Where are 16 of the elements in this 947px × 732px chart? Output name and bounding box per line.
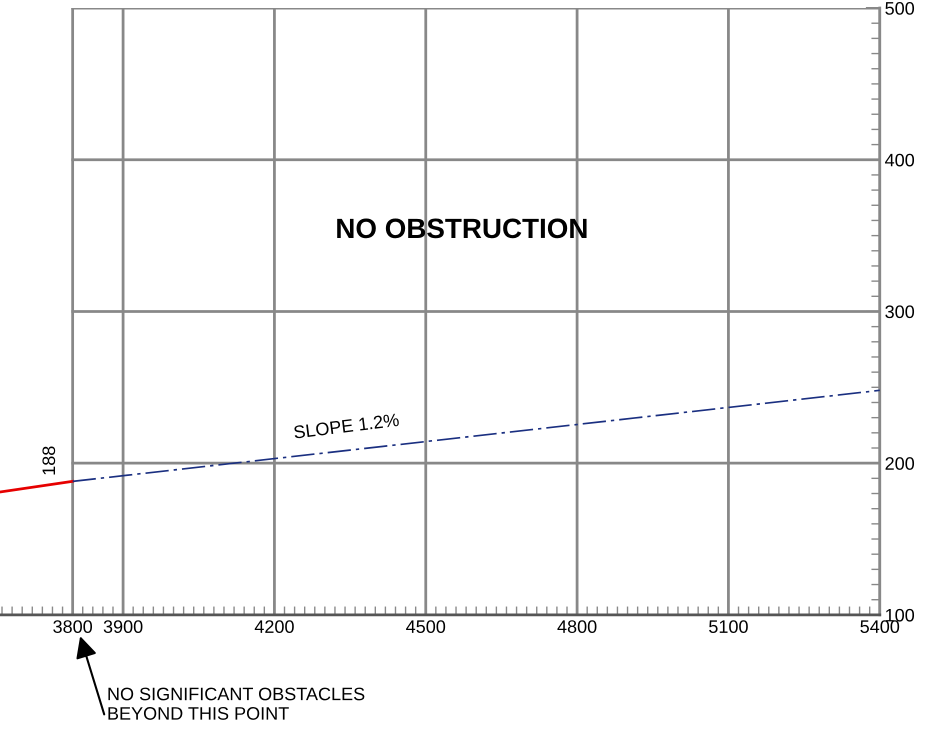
annotation: NO OBSTRUCTION: [337, 218, 587, 238]
x-tick-label: 5400: [860, 620, 900, 634]
y-tick-label: 200: [886, 457, 914, 470]
y-tick-label: 100: [886, 608, 914, 622]
y-tick-label: 500: [885, 2, 914, 15]
x-tick-label: 3800: [53, 620, 92, 634]
annotation: 188: [42, 446, 56, 474]
x-tick-label: 5100: [709, 620, 748, 634]
x-tick-label: 4200: [254, 620, 294, 634]
x-tick-label: 4500: [406, 620, 446, 634]
y-tick-label: 400: [885, 154, 914, 166]
annotation: SLOPE 1.2%: [294, 413, 400, 439]
x-tick-label: 4800: [557, 620, 596, 634]
y-tick-label: 300: [885, 305, 914, 318]
text: NO SIGNIFICANT OBSTACLES BEYOND THIS POINT: [108, 688, 364, 720]
x-tick-label: 3900: [104, 620, 142, 634]
